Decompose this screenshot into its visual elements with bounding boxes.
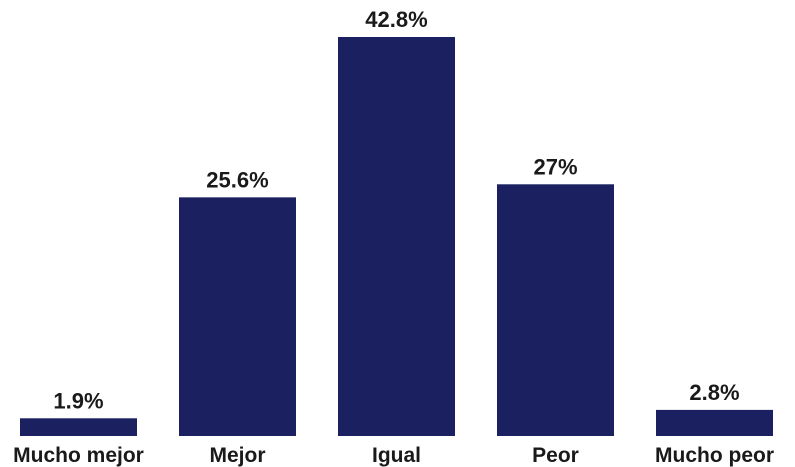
bar-mucho-peor xyxy=(656,409,773,436)
category-label: Mejor xyxy=(209,444,265,467)
value-labels-group: 1.9% 25.6% 42.8% 27% 2.8% xyxy=(53,7,739,413)
value-label: 42.8% xyxy=(365,7,427,32)
bar-mucho-mejor xyxy=(20,418,137,436)
category-label: Mucho peor xyxy=(655,444,774,467)
bar-igual xyxy=(338,37,455,436)
value-label: 27% xyxy=(533,154,577,179)
category-label: Igual xyxy=(372,444,421,467)
value-label: 2.8% xyxy=(689,380,739,405)
value-label: 25.6% xyxy=(206,167,268,192)
bar-mejor xyxy=(179,197,296,436)
category-label: Mucho mejor xyxy=(13,444,144,467)
category-labels-group: Mucho mejor Mejor Igual Peor Mucho peor xyxy=(13,444,774,467)
value-label: 1.9% xyxy=(53,388,103,413)
bar-peor xyxy=(497,184,614,436)
category-label: Peor xyxy=(532,444,579,467)
bars-group xyxy=(20,37,773,436)
